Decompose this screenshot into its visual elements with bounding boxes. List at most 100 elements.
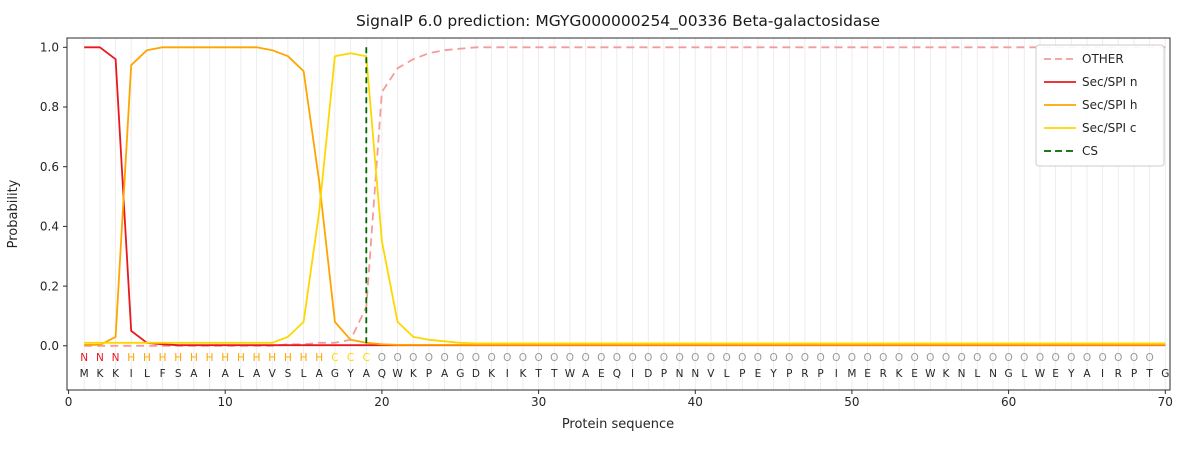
residue-region-label: O — [785, 352, 793, 364]
legend-label: CS — [1082, 144, 1098, 158]
y-tick-label: 0.0 — [40, 339, 59, 353]
sequence-letter: R — [880, 368, 887, 380]
sequence-letter: P — [661, 368, 667, 380]
sequence-letter: V — [707, 368, 715, 380]
sequence-letter: I — [1101, 368, 1104, 380]
residue-region-label: N — [80, 352, 88, 364]
residue-region-label: O — [581, 352, 589, 364]
sequence-letter: I — [130, 368, 133, 380]
sequence-letter: P — [817, 368, 823, 380]
sequence-letter: P — [786, 368, 792, 380]
sequence-letter: L — [144, 368, 150, 380]
sequence-letter: A — [316, 368, 324, 380]
residue-region-label: O — [597, 352, 605, 364]
chart-layer: 0 10 20 30 40 50 60 700.00.20.40.60.81.0N N N H H H H… — [40, 37, 1173, 409]
sequence-letter: T — [534, 368, 542, 380]
residue-region-label: O — [926, 352, 934, 364]
legend-label: Sec/SPI n — [1082, 75, 1137, 89]
sequence-letter: A — [582, 368, 590, 380]
sequence-letter: Q — [613, 368, 621, 380]
residue-region-label: H — [284, 352, 292, 364]
residue-region-label: O — [863, 352, 871, 364]
residue-region-label: N — [96, 352, 104, 364]
sequence-letter: R — [1115, 368, 1122, 380]
legend-item-sec-spi-h: Sec/SPI h — [1044, 98, 1137, 112]
sequence-letter: E — [911, 368, 918, 380]
legend-label: Sec/SPI h — [1082, 98, 1137, 112]
sequence-letter: N — [676, 368, 684, 380]
residue-region-label: O — [393, 352, 401, 364]
sequence-letter: W — [1035, 368, 1046, 380]
sequence-letter: E — [755, 368, 762, 380]
sequence-letter: N — [691, 368, 699, 380]
y-tick-label: 0.6 — [40, 160, 59, 174]
residue-region-label: O — [895, 352, 903, 364]
series-line-sec-spi-n — [84, 46, 1166, 347]
residue-region-label: O — [472, 352, 480, 364]
residue-region-label: O — [879, 352, 887, 364]
sequence-letter: A — [253, 368, 261, 380]
x-axis-label: Protein sequence — [562, 417, 674, 432]
residue-region-label: O — [801, 352, 809, 364]
sequence-letter: A — [363, 368, 371, 380]
sequence-letter: A — [222, 368, 230, 380]
sequence-letter: I — [208, 368, 211, 380]
residue-region-label: C — [331, 352, 338, 364]
x-tick-label: 10 — [218, 395, 233, 409]
residue-region-label: O — [1130, 352, 1138, 364]
sequence-letter: L — [974, 368, 980, 380]
sequence-letter: K — [896, 368, 904, 380]
sequence-letter: W — [565, 368, 576, 380]
sequence-letter: M — [847, 368, 856, 380]
y-tick-label: 0.4 — [40, 220, 59, 234]
sequence-letter: F — [160, 368, 166, 380]
sequence-letter: R — [801, 368, 808, 380]
residue-region-label: O — [848, 352, 856, 364]
sequence-letter: Y — [346, 368, 354, 380]
legend-label: Sec/SPI c — [1082, 121, 1136, 135]
residue-region-label: O — [675, 352, 683, 364]
sequence-letter: E — [1052, 368, 1059, 380]
residue-region-label: H — [221, 352, 229, 364]
residue-region-label: O — [816, 352, 824, 364]
residue-region-label: O — [409, 352, 417, 364]
series-line-sec-spi-h — [84, 46, 1166, 346]
sequence-letter: T — [1145, 368, 1153, 380]
x-tick-label: 70 — [1158, 395, 1173, 409]
residue-region-label: O — [550, 352, 558, 364]
sequence-letter: I — [631, 368, 634, 380]
sequence-letter: T — [550, 368, 558, 380]
sequence-letter: W — [925, 368, 936, 380]
sequence-letter: Q — [378, 368, 386, 380]
residue-region-label: O — [1098, 352, 1106, 364]
sequence-letter: L — [1021, 368, 1027, 380]
sequence-letter: L — [724, 368, 730, 380]
series-line-other — [84, 46, 1166, 347]
residue-region-label: O — [691, 352, 699, 364]
y-tick-label: 1.0 — [40, 41, 59, 55]
sequence-letter: A — [1083, 368, 1091, 380]
y-tick-label: 0.2 — [40, 279, 59, 293]
residue-region-label: O — [973, 352, 981, 364]
residue-region-label: O — [738, 352, 746, 364]
residue-region-label: H — [268, 352, 276, 364]
residue-region-label: C — [347, 352, 354, 364]
sequence-letter: A — [190, 368, 198, 380]
legend-item-cs: CS — [1044, 144, 1098, 158]
sequence-letter: D — [644, 368, 652, 380]
residue-region-label: O — [456, 352, 464, 364]
sequence-letter: P — [739, 368, 745, 380]
residue-region-label: H — [159, 352, 167, 364]
residue-region-label: O — [707, 352, 715, 364]
residue-region-label: O — [613, 352, 621, 364]
residue-region-label: O — [1020, 352, 1028, 364]
residue-region-label: O — [1067, 352, 1075, 364]
legend-item-other: OTHER — [1044, 52, 1124, 66]
sequence-letter: A — [441, 368, 449, 380]
sequence-letter: N — [989, 368, 997, 380]
residue-region-label: O — [378, 352, 386, 364]
